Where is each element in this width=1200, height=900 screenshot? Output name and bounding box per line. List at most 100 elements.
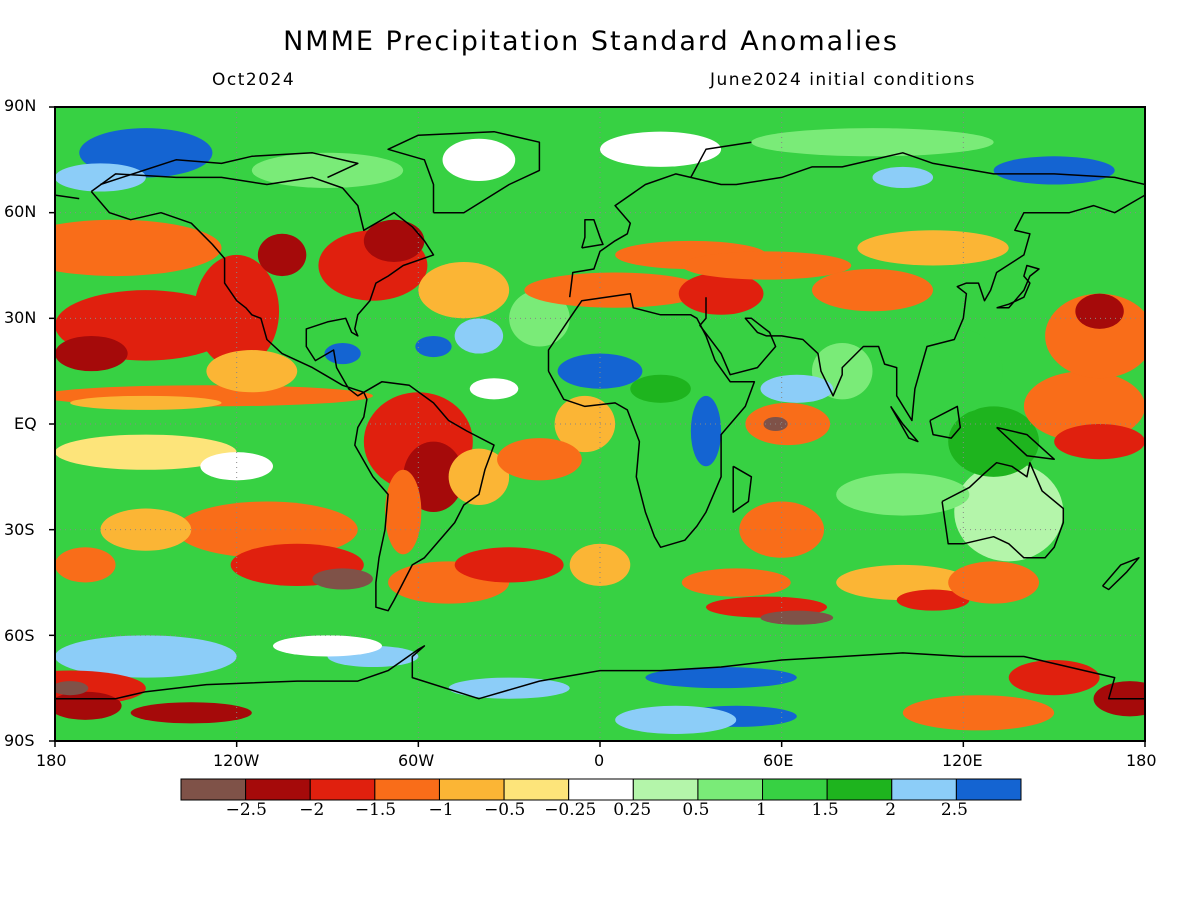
legend-swatch xyxy=(891,778,957,801)
lon-label-180w: 180 xyxy=(36,751,67,770)
anomaly-patch xyxy=(954,462,1064,562)
anomaly-patch xyxy=(760,610,834,625)
lat-label-90n: 90N xyxy=(4,96,37,115)
legend-tick-label: −1 xyxy=(428,800,454,820)
anomaly-patch xyxy=(1075,293,1124,329)
lon-label-0: 0 xyxy=(594,751,605,770)
anomaly-patch xyxy=(55,681,89,696)
anomaly-patch xyxy=(200,452,273,481)
legend-tick-label: 2 xyxy=(885,800,897,820)
legend-tick-label: −2 xyxy=(299,800,325,820)
legend-tick-label: −0.25 xyxy=(544,800,597,820)
anomaly-patch xyxy=(524,272,706,308)
valid-month-label: Oct2024 xyxy=(212,70,296,90)
lon-label-120w: 120W xyxy=(213,751,260,770)
anomaly-patch xyxy=(454,547,564,583)
coastline xyxy=(354,380,495,612)
anomaly-patch xyxy=(811,269,934,312)
legend-tick-label: 1 xyxy=(756,800,767,820)
anomaly-patch xyxy=(872,166,934,189)
coastline xyxy=(90,173,435,397)
anomaly-patch xyxy=(55,635,237,678)
anomaly-patch xyxy=(615,705,737,734)
legend-swatch xyxy=(568,778,634,801)
anomaly-patch xyxy=(902,695,1055,731)
anomaly-patch xyxy=(509,290,570,347)
lon-label-60w: 60W xyxy=(398,751,435,770)
chart-title: NMME Precipitation Standard Anomalies xyxy=(283,26,899,57)
anomaly-patch xyxy=(55,335,128,372)
anomaly-patch xyxy=(690,395,722,467)
legend-swatch xyxy=(632,778,699,801)
anomaly-patch xyxy=(55,547,116,583)
anomaly-patch xyxy=(194,254,280,368)
coastline xyxy=(690,141,752,178)
coastline xyxy=(699,194,1145,422)
anomaly-patch xyxy=(273,635,382,657)
lat-label-60n: 60N xyxy=(4,202,37,221)
coastline xyxy=(890,405,919,443)
lon-label-60e: 60E xyxy=(763,751,794,770)
anomaly-patch xyxy=(257,233,307,277)
anomaly-patch xyxy=(557,353,643,389)
lon-label-180e: 180 xyxy=(1126,751,1157,770)
lat-label-90s: 90S xyxy=(4,731,35,750)
anomaly-patch xyxy=(454,318,504,354)
legend-swatch xyxy=(697,778,764,801)
anomaly-patch xyxy=(130,702,252,724)
initial-conditions-label: June2024 initial conditions xyxy=(710,70,976,90)
legend-tick-label: −1.5 xyxy=(354,800,397,820)
anomaly-patch xyxy=(993,156,1115,185)
coastline xyxy=(100,152,359,186)
anomaly-patch xyxy=(739,501,825,558)
anomaly-patch xyxy=(836,473,970,516)
anomaly-patch xyxy=(176,501,358,558)
coastline xyxy=(387,130,541,214)
anomaly-patch xyxy=(442,138,516,181)
anomaly-patch xyxy=(448,448,510,506)
legend-tick-label: 2.5 xyxy=(940,800,968,820)
anomaly-patch xyxy=(55,434,237,470)
color-legend xyxy=(180,778,1022,801)
lat-label-eq: EQ xyxy=(14,414,37,433)
anomaly-patch xyxy=(206,350,298,393)
anomaly-patch xyxy=(554,395,616,453)
legend-swatch xyxy=(374,778,440,801)
legend-tick-label: 0.25 xyxy=(613,800,652,820)
anomaly-patch xyxy=(681,251,852,280)
anomaly-patch xyxy=(1054,424,1145,460)
coastline xyxy=(581,218,604,249)
coastline xyxy=(996,264,1040,309)
anomaly-patch xyxy=(1008,659,1100,696)
anomaly-patch xyxy=(896,589,970,611)
anomaly-patch xyxy=(55,219,222,277)
anomaly-patch xyxy=(363,219,425,262)
anomaly-patch xyxy=(911,328,1003,414)
legend-swatch xyxy=(503,778,570,801)
anomaly-patch xyxy=(55,163,146,192)
anomaly-patch xyxy=(678,272,764,315)
legend-tick-label: −2.5 xyxy=(225,800,267,820)
legend-swatch xyxy=(762,778,828,801)
coastline xyxy=(941,461,1065,559)
lat-label-60s: 60S xyxy=(4,626,35,645)
coastline xyxy=(547,292,756,549)
coastline xyxy=(568,152,1145,298)
legend-swatch xyxy=(309,778,376,801)
anomaly-patch xyxy=(312,568,373,590)
anomaly-patch xyxy=(681,568,791,597)
anomaly-patch xyxy=(645,667,797,689)
anomaly-patch xyxy=(324,342,361,365)
legend-tick-label: −0.5 xyxy=(484,800,526,820)
coastlines xyxy=(55,130,1145,700)
anomaly-patch xyxy=(760,374,834,403)
legend-swatch xyxy=(955,778,1022,801)
legend-swatch xyxy=(438,778,505,801)
legend-swatch xyxy=(826,778,893,801)
anomaly-patch xyxy=(418,261,510,319)
coastline xyxy=(929,405,962,439)
anomaly-patch xyxy=(469,378,519,400)
coastline xyxy=(55,645,1145,700)
legend-tick-label: 0.5 xyxy=(682,800,710,820)
